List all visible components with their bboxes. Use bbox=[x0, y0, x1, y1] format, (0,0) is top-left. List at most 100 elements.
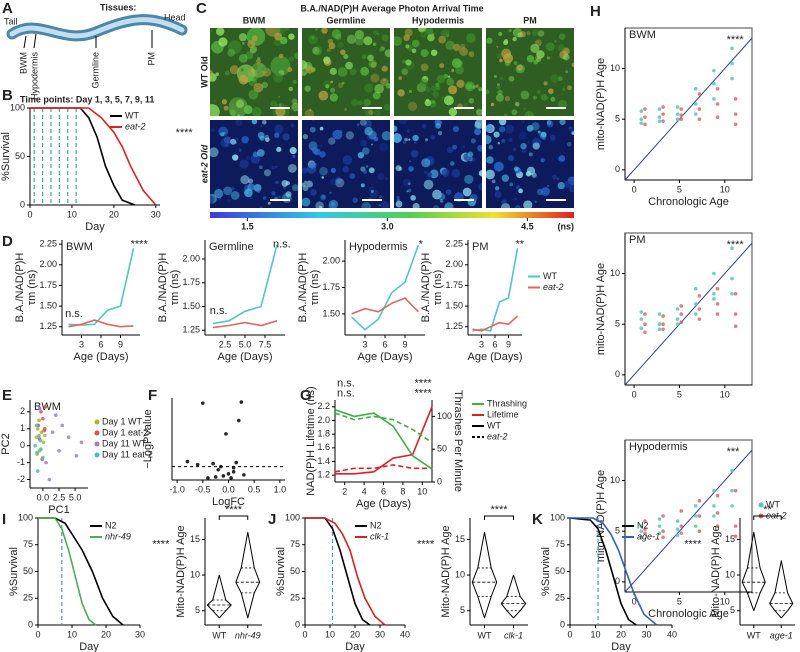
panel-label: K bbox=[532, 511, 543, 528]
y-tick-label: 10 bbox=[610, 475, 620, 485]
texture-blob bbox=[566, 141, 572, 147]
tail-label: Tail bbox=[4, 16, 18, 26]
texture-blob bbox=[548, 88, 554, 94]
texture-blob bbox=[264, 137, 270, 143]
texture-blob bbox=[372, 30, 378, 36]
point bbox=[712, 514, 716, 518]
texture-blob bbox=[424, 138, 429, 142]
texture-blob bbox=[349, 68, 357, 76]
texture-blob bbox=[432, 189, 442, 200]
point bbox=[33, 443, 37, 448]
texture-blob bbox=[441, 29, 450, 38]
y-tick-label: 1.75 bbox=[39, 280, 57, 290]
texture-blob bbox=[412, 134, 419, 142]
texture-blob bbox=[342, 165, 350, 173]
y-tick-label: 1.4 bbox=[317, 456, 330, 466]
texture-blob bbox=[571, 62, 574, 68]
texture-blob bbox=[230, 138, 237, 145]
x-tick-label: 3 bbox=[79, 339, 84, 349]
micrograph bbox=[394, 28, 482, 116]
x-tick-label: 5 bbox=[677, 596, 682, 606]
x-tick-label: 30 bbox=[151, 209, 161, 219]
texture-blob bbox=[507, 155, 515, 162]
significance-bracket bbox=[218, 515, 249, 520]
texture-blob bbox=[253, 82, 264, 93]
texture-blob bbox=[503, 53, 514, 64]
texture-blob bbox=[312, 46, 323, 56]
y-tick-label: 1.50 bbox=[39, 300, 57, 310]
legend-label: Day 1 WT bbox=[102, 416, 143, 426]
texture-blob bbox=[518, 131, 527, 140]
x-axis-label: LogFC bbox=[212, 496, 245, 508]
point bbox=[697, 307, 702, 311]
texture-blob bbox=[373, 136, 379, 142]
texture-blob bbox=[342, 155, 353, 165]
panel-label: H bbox=[590, 3, 601, 20]
texture-blob bbox=[256, 58, 261, 64]
x-tick-label: nhr-49 bbox=[235, 630, 261, 640]
x-axis-label: PC1 bbox=[48, 504, 69, 516]
texture-blob bbox=[357, 152, 365, 159]
x-tick-label: 0 bbox=[35, 629, 40, 639]
series-line bbox=[351, 245, 420, 331]
texture-blob bbox=[285, 191, 292, 198]
y-tick-label: 100 bbox=[285, 512, 300, 522]
texture-blob bbox=[471, 157, 476, 162]
series-line bbox=[334, 464, 432, 473]
x-tick-label: 3 bbox=[479, 339, 484, 349]
texture-blob bbox=[498, 126, 506, 133]
point bbox=[213, 475, 218, 479]
y-tick-label: 25 bbox=[290, 593, 300, 603]
series-line bbox=[38, 517, 97, 626]
texture-blob bbox=[518, 188, 523, 194]
point bbox=[201, 401, 205, 405]
texture-blob bbox=[237, 114, 240, 116]
texture-blob bbox=[308, 34, 318, 45]
x-tick-label: clk-1 bbox=[504, 630, 523, 640]
texture-blob bbox=[486, 89, 490, 95]
point bbox=[639, 121, 644, 126]
texture-blob bbox=[475, 84, 479, 88]
texture-blob bbox=[373, 109, 381, 116]
texture-blob bbox=[501, 199, 507, 205]
point bbox=[733, 122, 738, 127]
texture-blob bbox=[302, 134, 308, 140]
point bbox=[730, 504, 734, 508]
texture-blob bbox=[274, 32, 283, 41]
series-line bbox=[569, 517, 637, 626]
x-axis-label: Day bbox=[79, 641, 99, 652]
point bbox=[679, 320, 684, 324]
x-tick-label: 10 bbox=[720, 596, 730, 606]
x-axis-label: Age (Days) bbox=[356, 498, 411, 510]
significance-label: **** bbox=[684, 539, 702, 551]
texture-blob bbox=[524, 110, 535, 116]
point bbox=[643, 531, 647, 536]
legend-label: age-1 bbox=[637, 531, 660, 541]
texture-blob bbox=[463, 102, 468, 108]
tissue-label: Hypodermis bbox=[29, 52, 39, 101]
significance-label: **** bbox=[415, 378, 433, 390]
texture-blob bbox=[407, 182, 411, 186]
point bbox=[693, 524, 698, 528]
texture-blob bbox=[508, 75, 515, 82]
y-axis-label: B.A./NAD(P)H bbox=[297, 253, 309, 323]
texture-blob bbox=[562, 53, 570, 61]
point bbox=[185, 459, 190, 464]
point bbox=[657, 107, 662, 111]
texture-blob bbox=[284, 28, 290, 31]
texture-blob bbox=[459, 47, 468, 56]
texture-blob bbox=[497, 142, 500, 145]
series-line bbox=[472, 248, 519, 332]
texture-blob bbox=[420, 49, 429, 58]
y-tick-label: 15 bbox=[455, 534, 465, 544]
y-tick-label: 0 bbox=[615, 164, 620, 174]
y-tick-label: 1.75 bbox=[182, 277, 200, 287]
texture-blob bbox=[274, 124, 284, 134]
texture-blob bbox=[320, 194, 327, 201]
texture-blob bbox=[364, 83, 373, 93]
texture-blob bbox=[292, 184, 298, 192]
colorbar-unit: (ns) bbox=[558, 221, 575, 231]
legend-label: Day 1 eat-2 bbox=[102, 427, 149, 437]
texture-blob bbox=[435, 122, 442, 129]
texture-blob bbox=[499, 58, 503, 63]
